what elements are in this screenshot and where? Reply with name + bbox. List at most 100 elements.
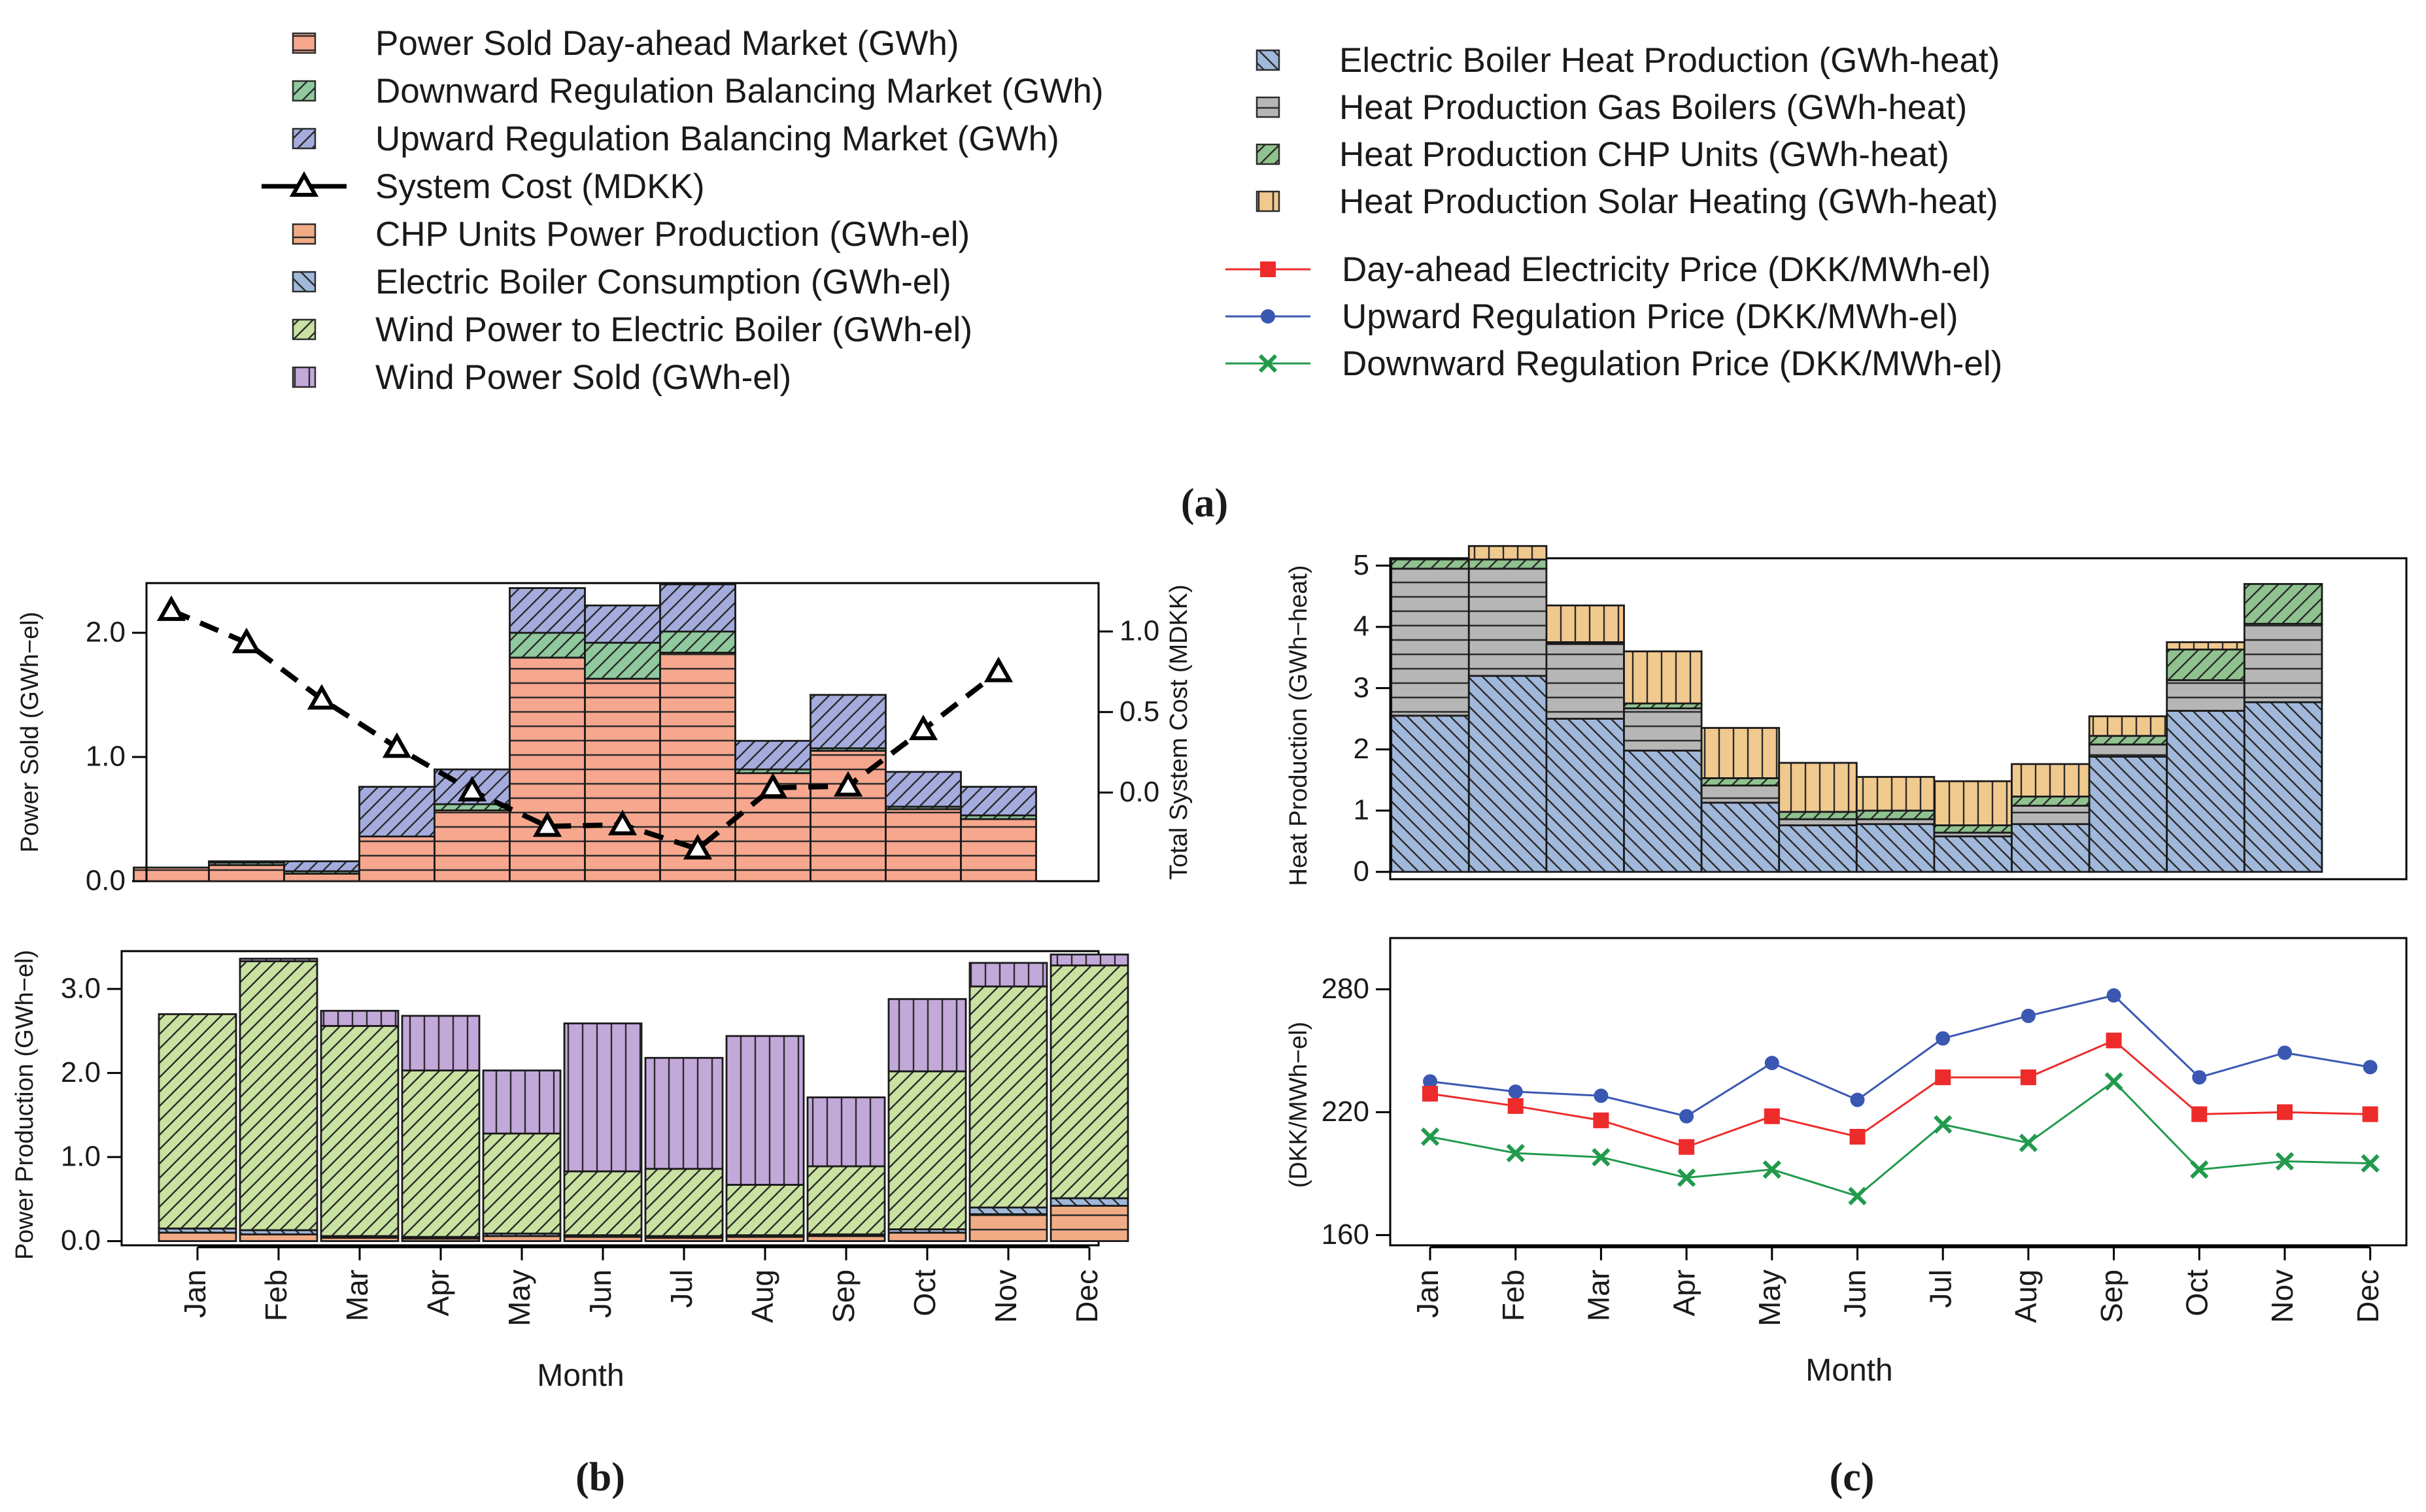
legend-label: Downward Regulation Balancing Market (GW…	[375, 72, 1103, 110]
x-tick-label: Jul	[1923, 1269, 1957, 1308]
legend-item: Heat Production CHP Units (GWh-heat)	[1256, 135, 1949, 174]
bar-heat-production-s2-may	[1700, 777, 1781, 787]
legend-label: Power Sold Day-ahead Market (GWh)	[375, 24, 959, 63]
bar-heat-production-s2-aug	[1933, 824, 2013, 834]
bar-power-sold-s0-jun	[509, 656, 586, 882]
y-tick-label: 3	[1354, 671, 1369, 703]
bar-heat-production-s3-nov	[2166, 641, 2246, 651]
bar-power-production-s0-oct	[887, 1232, 967, 1242]
bar-heat-production-s1-feb	[1467, 567, 1548, 677]
bar-heat-production-s0-mar	[1545, 718, 1625, 873]
y-tick-label: 220	[1322, 1096, 1369, 1128]
bar-heat-production-s0-feb	[1467, 675, 1548, 873]
system-cost-line	[170, 608, 1000, 852]
bar-power-sold-s0-nov	[885, 808, 962, 882]
y-tick-label: 2	[1354, 733, 1369, 765]
price-point-s0-sep	[2106, 1032, 2122, 1049]
bar-heat-production-s0-dec	[2243, 701, 2323, 873]
bar-heat-production-s3-apr	[1623, 650, 1703, 705]
system-cost-point-may	[457, 775, 487, 801]
bar-power-production-s3-may	[482, 1069, 562, 1135]
bar-power-sold-s2-aug	[659, 583, 736, 633]
swatch-diagonal-lime	[292, 318, 316, 341]
bar-heat-production-s2-sep	[2011, 796, 2091, 807]
caption-c: (c)	[1830, 1455, 1875, 1500]
price-point-s1-may	[1764, 1056, 1779, 1071]
legend-item: Heat Production Gas Boilers (GWh-heat)	[1256, 88, 1967, 127]
x-tick-label: Apr	[421, 1269, 455, 1317]
bar-heat-production-s1-dec	[2243, 622, 2323, 703]
y-tick-label: 3.0	[61, 972, 101, 1004]
bar-power-sold-s0-apr	[358, 835, 436, 882]
bar-heat-production-s3-jul	[1855, 776, 1936, 812]
price-point-s2-nov	[2275, 1152, 2295, 1171]
price-point-s1-mar	[1594, 1088, 1609, 1103]
legend-item: CHP Units Power Production (GWh-el)	[292, 215, 970, 254]
y-tick-label: 1	[1354, 794, 1369, 826]
x-tick-label: Jun	[583, 1269, 617, 1318]
bar-power-sold-s2-apr	[358, 786, 436, 837]
bar-power-sold-s2-oct	[810, 694, 887, 750]
y-tick-label: 280	[1322, 973, 1369, 1005]
x-tick-label: Sep	[827, 1269, 861, 1323]
bar-power-sold-s2-sep	[734, 739, 812, 771]
y-tick-label: 1.0	[61, 1141, 101, 1173]
bar-power-production-s2-dec	[1050, 964, 1129, 1200]
price-point-s1-dec	[2363, 1060, 2378, 1075]
price-point-s1-sep	[2106, 988, 2121, 1003]
price-line-2	[1429, 1080, 2370, 1198]
bar-heat-production-s2-nov	[2166, 648, 2246, 681]
bar-power-production-s3-oct	[887, 998, 967, 1073]
bar-power-production-s2-mar	[320, 1025, 400, 1237]
legend-label: Upward Regulation Balancing Market (GWh)	[375, 120, 1059, 158]
price-point-s0-jul	[1935, 1069, 1951, 1086]
swatch-backslash-blue	[1256, 49, 1280, 71]
system-cost-point-feb	[231, 628, 262, 654]
x-tick-label: Oct	[2179, 1269, 2213, 1317]
x-tick-label: Aug	[2009, 1269, 2043, 1323]
price-point-s2-sep	[2104, 1072, 2123, 1091]
legend-item: Wind Power to Electric Boiler (GWh-el)	[292, 311, 972, 349]
bar-power-production-s2-jul	[644, 1168, 724, 1237]
legend-item: Heat Production Solar Heating (GWh-heat)	[1256, 182, 1998, 221]
legend-item: Downward Regulation Balancing Market (GW…	[292, 72, 1103, 110]
price-line-0	[1429, 1039, 2370, 1149]
x-tick-label: Jul	[664, 1269, 698, 1308]
legend-label: Heat Production CHP Units (GWh-heat)	[1339, 135, 1949, 174]
bar-heat-production-s1-nov	[2166, 679, 2246, 712]
bar-heat-production-s3-mar	[1545, 604, 1625, 643]
legend-label: Downward Regulation Price (DKK/MWh-el)	[1342, 344, 2002, 383]
bar-heat-production-s1-mar	[1545, 643, 1625, 720]
price-point-s1-oct	[2192, 1070, 2207, 1085]
bar-power-production-s2-nov	[968, 985, 1048, 1209]
chart-power-production: 0.0 1.0 2.0 3.0 Power Production (GWh−el) Jan…	[11, 950, 1129, 1393]
triangle-icon	[289, 171, 319, 197]
system-cost-point-nov	[908, 714, 938, 741]
bar-power-production-s2-oct	[887, 1070, 967, 1230]
legend-label: CHP Units Power Production (GWh-el)	[375, 215, 970, 254]
chart-prices: 160 220 280 (DKK/MWh−el) Jan Feb Mar Apr May Jun J…	[1285, 937, 2408, 1388]
legend-label: Wind Power to Electric Boiler (GWh-el)	[375, 311, 972, 349]
legend-label: Heat Production Solar Heating (GWh-heat)	[1339, 182, 1998, 221]
price-point-s0-apr	[1679, 1139, 1695, 1155]
bar-power-production-s3-mar	[320, 1009, 400, 1027]
legend-label: Electric Boiler Consumption (GWh-el)	[375, 263, 951, 301]
bar-power-production-s0-nov	[968, 1213, 1048, 1242]
price-point-s2-jul	[1934, 1115, 1953, 1134]
price-point-s0-jan	[1422, 1086, 1438, 1102]
y-tick-label: 4	[1354, 611, 1369, 643]
x-tick-label: Dec	[2351, 1269, 2385, 1323]
bar-heat-production-s1-apr	[1623, 707, 1703, 752]
bar-power-sold-s2-jul	[584, 604, 661, 644]
x-tick-label: Feb	[259, 1269, 293, 1321]
y-tick-label: 1.0	[86, 741, 126, 773]
y-axis-title: Power Sold (GWh−el)	[16, 612, 44, 853]
legend-label: Day-ahead Electricity Price (DKK/MWh-el)	[1342, 250, 1991, 289]
y-tick-label: 2.0	[61, 1056, 101, 1088]
y-tick-label: 2.0	[86, 616, 126, 648]
price-point-s0-dec	[2362, 1106, 2378, 1122]
legend-left: Power Sold Day-ahead Market (GWh) Downwar…	[262, 24, 1103, 397]
x-tick-label: Jun	[1838, 1269, 1872, 1318]
bar-heat-production-s3-feb	[1467, 545, 1548, 561]
legend-label: System Cost (MDKK)	[375, 167, 705, 206]
